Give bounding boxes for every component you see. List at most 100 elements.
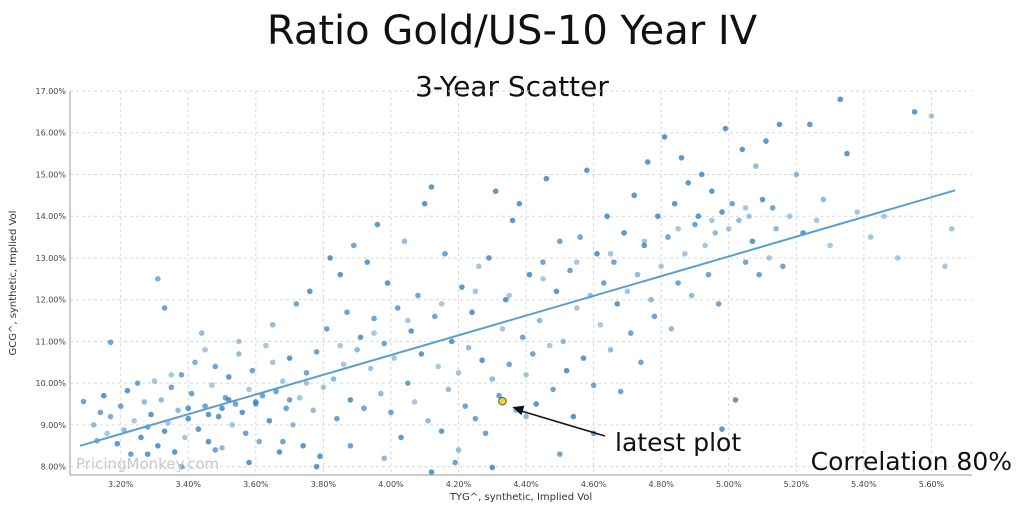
- data-point: [627, 330, 634, 336]
- data-point: [330, 376, 337, 382]
- data-point: [232, 401, 239, 407]
- y-tick-label: 10.00%: [35, 379, 66, 388]
- y-tick-label: 8.00%: [41, 463, 67, 472]
- data-point: [259, 392, 266, 399]
- data-point: [269, 359, 276, 366]
- data-point: [219, 445, 225, 451]
- data-point: [303, 380, 310, 386]
- y-tick-label: 17.00%: [35, 87, 66, 96]
- data-point: [371, 330, 377, 336]
- data-point: [415, 292, 421, 299]
- data-point: [269, 321, 276, 328]
- data-point: [290, 422, 296, 428]
- data-point: [212, 447, 219, 453]
- data-point: [472, 415, 479, 422]
- data-point: [540, 259, 546, 265]
- data-point: [205, 411, 212, 418]
- data-point: [786, 213, 793, 220]
- data-point: [557, 451, 563, 457]
- data-point: [202, 346, 208, 353]
- data-point: [506, 292, 512, 299]
- data-point: [746, 213, 752, 220]
- data-point: [854, 209, 860, 215]
- data-point: [185, 415, 192, 422]
- data-point: [594, 250, 600, 257]
- trendline-group: [79, 189, 956, 447]
- data-point: [567, 267, 573, 274]
- grid-lines: [70, 90, 972, 475]
- y-tick-label: 9.00%: [41, 421, 67, 430]
- data-point: [401, 238, 408, 245]
- data-point: [685, 180, 692, 186]
- data-point: [124, 387, 131, 394]
- data-point: [742, 205, 749, 211]
- data-point: [144, 451, 151, 457]
- y-tick-label: 15.00%: [35, 170, 66, 179]
- data-point: [317, 453, 323, 460]
- data-point: [104, 430, 110, 437]
- data-point: [638, 359, 644, 366]
- data-point: [205, 438, 212, 445]
- data-point: [709, 188, 715, 194]
- data-point: [158, 397, 165, 403]
- data-point: [273, 388, 279, 395]
- data-point: [661, 134, 668, 140]
- data-point: [188, 390, 195, 397]
- data-point: [655, 213, 661, 220]
- data-point: [526, 271, 533, 278]
- data-point: [695, 213, 702, 220]
- axes: 8.00% 9.00% 10.00% 11.00% 12.00% 13.00% 14.00%…: [35, 87, 972, 489]
- data-point: [813, 217, 820, 224]
- data-point: [486, 255, 492, 261]
- data-point: [719, 209, 725, 215]
- data-point: [756, 271, 762, 278]
- data-point: [682, 250, 688, 257]
- data-point: [168, 384, 175, 391]
- data-point: [763, 138, 769, 144]
- latest-point: [498, 396, 507, 406]
- data-point: [141, 399, 148, 405]
- data-point: [131, 417, 137, 424]
- data-point: [621, 230, 627, 236]
- data-point: [894, 255, 901, 261]
- data-point: [614, 301, 621, 307]
- y-tick-label: 14.00%: [35, 212, 66, 221]
- x-tick-label: 4.00%: [378, 480, 404, 489]
- data-point: [540, 276, 546, 282]
- data-point: [178, 463, 185, 470]
- data-point: [198, 330, 205, 336]
- data-point: [590, 382, 597, 389]
- data-point: [739, 146, 746, 153]
- data-point: [807, 121, 813, 128]
- data-point: [692, 221, 698, 228]
- x-tick-label: 3.40%: [176, 480, 202, 489]
- data-point: [725, 225, 732, 232]
- x-tick-label: 4.60%: [581, 480, 607, 489]
- data-point: [607, 250, 614, 257]
- data-point: [496, 392, 502, 399]
- data-point: [509, 217, 516, 224]
- data-point: [698, 171, 705, 178]
- data-point: [516, 200, 523, 207]
- data-point: [523, 413, 529, 420]
- data-point: [462, 403, 469, 409]
- data-point: [293, 301, 300, 307]
- data-point: [644, 159, 651, 165]
- data-point: [712, 230, 719, 236]
- data-point: [766, 255, 773, 261]
- data-point: [421, 200, 428, 207]
- data-point: [502, 296, 509, 303]
- data-point: [364, 259, 371, 265]
- data-point: [236, 338, 242, 345]
- data-point: [249, 367, 256, 374]
- x-tick-label: 5.40%: [851, 480, 877, 489]
- data-point: [175, 407, 181, 414]
- data-point: [408, 328, 415, 334]
- x-tick-label: 4.80%: [648, 480, 674, 489]
- data-point: [570, 413, 577, 420]
- data-point: [631, 192, 637, 199]
- data-point: [948, 225, 955, 232]
- data-point: [286, 355, 293, 361]
- data-point: [138, 434, 144, 441]
- data-point: [793, 171, 800, 178]
